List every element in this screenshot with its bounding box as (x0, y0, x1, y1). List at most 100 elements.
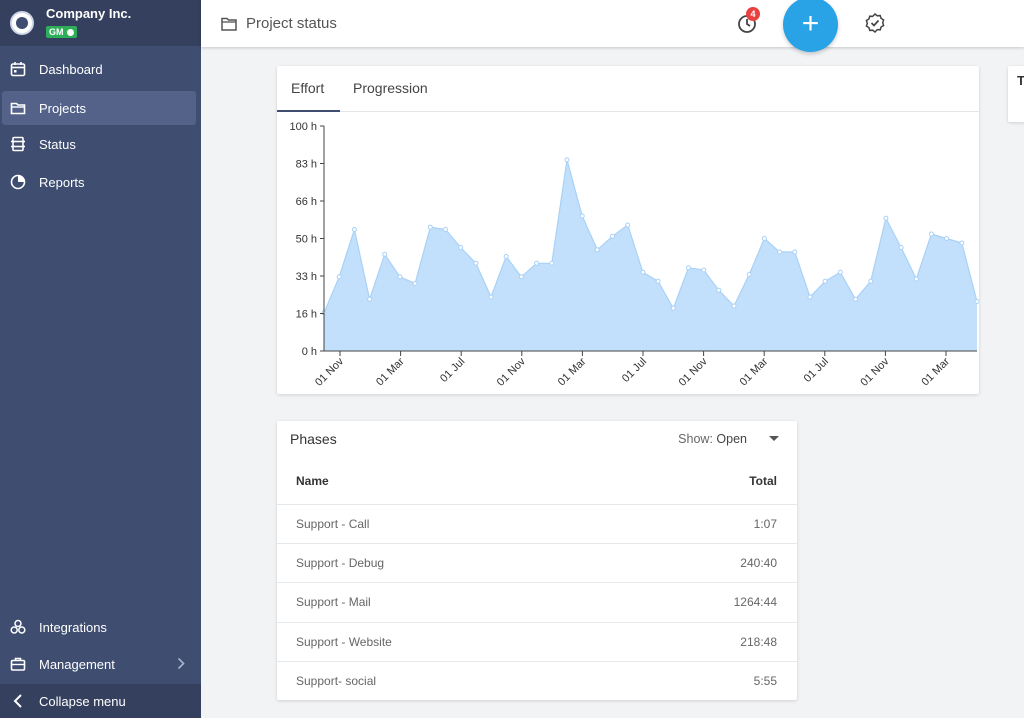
x-tick-label: 01 Nov (677, 355, 710, 388)
data-point (746, 272, 752, 277)
tab-progression[interactable]: Progression (353, 80, 428, 96)
data-point (868, 278, 874, 284)
company-name: Company Inc. (46, 6, 132, 21)
side-card-title: T (1017, 73, 1024, 88)
data-point (807, 294, 813, 300)
show-filter[interactable]: Show: Open (678, 432, 747, 446)
data-point (686, 265, 691, 271)
phases-header: Phases Show: Open (277, 421, 797, 455)
show-filter-label: Show: (678, 432, 713, 446)
active-tab-indicator (277, 110, 340, 112)
sidebar-item-label: Status (39, 136, 76, 152)
data-point (640, 269, 646, 275)
y-tick-label: 16 h (296, 309, 317, 321)
y-tick-label: 83 h (296, 159, 317, 171)
pie-chart-icon (9, 173, 27, 191)
phase-total: 1:07 (753, 517, 777, 531)
data-point (503, 254, 509, 259)
x-tick-label: 01 Nov (495, 355, 528, 388)
phases-title: Phases (290, 431, 337, 447)
briefcase-icon (9, 655, 27, 673)
folder-icon (221, 17, 237, 31)
sidebar-item-projects[interactable]: Projects (2, 91, 196, 125)
sidebar-item-label: Integrations (39, 619, 107, 635)
data-point (397, 274, 403, 280)
y-tick-label: 0 h (302, 346, 317, 358)
effort-area-chart: 0 h 16 h 33 h 50 h 66 h 83 h 100 h 01 Nov 01 Mar… (289, 121, 979, 389)
x-tick-label: 01 Mar (919, 355, 952, 388)
table-row[interactable]: Support - Debug 240:40 (277, 544, 797, 584)
data-point (518, 274, 524, 280)
x-tick-label: 01 Jul (438, 356, 467, 385)
data-point (382, 251, 388, 257)
breadcrumb: Project status (221, 15, 337, 32)
sidebar-item-integrations[interactable]: Integrations (0, 610, 201, 644)
add-button[interactable]: + (783, 0, 838, 52)
phases-card: Phases Show: Open Name Total Support - C… (277, 421, 797, 700)
x-tick-label: 01 Jul (802, 356, 831, 385)
status-dot-icon (66, 28, 74, 36)
data-point (944, 236, 950, 241)
integrations-icon (9, 618, 27, 636)
data-point (777, 249, 783, 255)
data-point (367, 296, 373, 302)
data-point (336, 274, 342, 280)
data-point (458, 245, 464, 250)
sidebar-item-reports[interactable]: Reports (0, 165, 201, 199)
data-point (853, 296, 858, 302)
verified-check-icon[interactable] (864, 12, 886, 34)
chevron-left-icon (9, 692, 27, 710)
sidebar: Company Inc. GM Dashboard Projects Statu… (0, 0, 201, 718)
data-point (928, 231, 934, 237)
data-point (761, 236, 767, 241)
data-point (913, 276, 919, 282)
data-point (579, 213, 585, 219)
calendar-icon (9, 60, 27, 78)
show-filter-value: Open (716, 432, 747, 446)
x-tick-label: 01 Mar (374, 355, 407, 388)
chevron-right-icon (177, 657, 185, 670)
caret-down-icon[interactable] (769, 436, 779, 441)
table-row[interactable]: Support - Mail 1264:44 (277, 583, 797, 623)
data-point (534, 260, 540, 266)
table-row[interactable]: Support - Call 1:07 (277, 505, 797, 545)
y-tick-label: 33 h (296, 271, 317, 283)
data-point (670, 305, 676, 311)
user-badge: GM (46, 26, 77, 38)
company-switcher[interactable]: Company Inc. GM (0, 0, 201, 46)
column-header-name[interactable]: Name (296, 474, 329, 488)
data-point (792, 249, 798, 255)
sidebar-item-dashboard[interactable]: Dashboard (0, 52, 201, 86)
folder-icon (9, 99, 27, 117)
phase-name: Support - Call (296, 517, 370, 531)
table-row[interactable]: Support- social 5:55 (277, 662, 797, 701)
column-header-total[interactable]: Total (749, 474, 777, 488)
effort-area (324, 159, 977, 351)
data-point (716, 287, 722, 293)
phase-total: 240:40 (740, 556, 777, 571)
notification-badge: 4 (746, 7, 760, 21)
sidebar-item-status[interactable]: Status (0, 127, 201, 161)
y-tick-label: 50 h (296, 234, 317, 246)
company-logo-icon (10, 11, 34, 35)
tab-effort[interactable]: Effort (291, 80, 325, 96)
table-header: Name Total (277, 455, 797, 505)
status-icon (9, 135, 27, 153)
data-point (959, 240, 965, 246)
data-point (837, 269, 843, 275)
data-point (351, 227, 357, 232)
phase-total: 1264:44 (733, 595, 777, 610)
sidebar-item-label: Management (39, 656, 115, 672)
effort-line (323, 159, 978, 314)
phase-total: 218:48 (740, 634, 777, 649)
data-point (594, 247, 600, 253)
collapse-menu-button[interactable]: Collapse menu (0, 684, 201, 718)
data-point (655, 278, 661, 284)
chart-tabs: Effort Progression (277, 66, 979, 112)
y-tick-label: 100 h (289, 121, 317, 133)
collapse-menu-label: Collapse menu (39, 693, 126, 709)
table-row[interactable]: Support - Website 218:48 (277, 623, 797, 662)
page-title: Project status (246, 15, 337, 32)
data-point (427, 224, 433, 230)
sidebar-item-management[interactable]: Management (0, 647, 201, 681)
